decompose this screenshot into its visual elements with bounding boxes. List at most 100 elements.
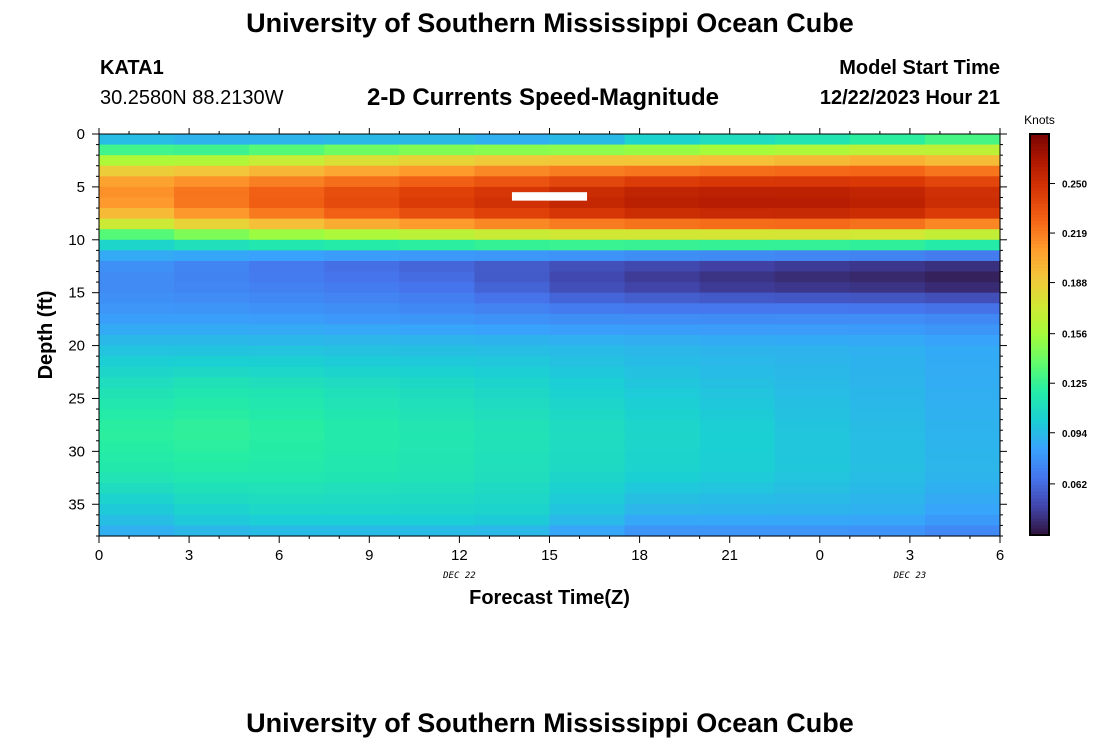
page-title: University of Southern Mississippi Ocean…	[246, 8, 854, 38]
heatmap-cell	[699, 377, 776, 389]
heatmap-cell	[924, 451, 1001, 463]
heatmap-cell	[774, 229, 851, 241]
heatmap-cell	[399, 303, 476, 315]
heatmap-cell	[174, 165, 250, 177]
heatmap-cell	[549, 525, 626, 537]
heatmap-cell	[924, 271, 1001, 283]
heatmap-cell	[324, 525, 400, 537]
colorbar-segment	[1030, 244, 1049, 249]
heatmap-cell	[249, 335, 325, 347]
colorbar-segment	[1030, 301, 1049, 306]
heatmap-cell	[474, 176, 551, 188]
heatmap-cell	[474, 430, 551, 442]
colorbar-segment	[1030, 404, 1049, 409]
heatmap-cell	[699, 229, 776, 241]
heatmap-cell	[924, 472, 1001, 484]
colorbar-segment	[1030, 408, 1049, 412]
y-tick-label: 30	[68, 443, 85, 460]
colorbar-segment	[1030, 227, 1049, 232]
heatmap-cell	[549, 356, 626, 368]
heatmap-cell	[774, 260, 851, 273]
heatmap-cell	[249, 525, 325, 537]
colorbar-segment	[1030, 207, 1049, 212]
colorbar-segment	[1030, 371, 1049, 376]
heatmap-cell	[699, 409, 776, 421]
colorbar-segment	[1030, 180, 1049, 185]
heatmap-cell	[249, 282, 325, 294]
heatmap-cell	[99, 250, 175, 262]
heatmap-cell	[99, 144, 175, 156]
x-tick-label: 12	[451, 547, 468, 564]
colorbar-segment	[1030, 484, 1049, 489]
heatmap-cell	[774, 451, 851, 463]
heatmap-cell	[549, 134, 626, 146]
heatmap-cell	[774, 440, 851, 452]
heatmap-cell	[474, 144, 551, 156]
heatmap-cell	[474, 134, 551, 146]
heatmap-cell	[849, 197, 926, 209]
heatmap-cell	[399, 430, 476, 442]
heatmap-cell	[249, 493, 325, 505]
heatmap-cell	[174, 134, 250, 146]
heatmap-cell	[249, 504, 325, 516]
heatmap-cell	[399, 165, 476, 177]
heatmap-cell	[699, 250, 776, 262]
heatmap-cell	[849, 292, 926, 304]
heatmap-cell	[549, 461, 626, 474]
heatmap-cell	[99, 430, 175, 442]
heatmap-cell	[474, 324, 551, 336]
heatmap-cell	[249, 155, 325, 167]
colorbar-segment	[1030, 190, 1049, 195]
heatmap-cell	[174, 356, 250, 368]
heatmap-cell	[624, 387, 701, 400]
colorbar-segment	[1030, 441, 1049, 446]
colorbar-segment	[1030, 351, 1049, 356]
heatmap-cell	[624, 239, 701, 251]
heatmap-cell	[174, 483, 250, 495]
heatmap-cell	[399, 398, 476, 410]
colorbar-segment	[1030, 464, 1049, 469]
heatmap-cell	[774, 186, 851, 199]
heatmap-cell	[249, 472, 325, 484]
colorbar-segment	[1030, 237, 1049, 242]
heatmap-cell	[549, 250, 626, 262]
heatmap-cell	[324, 345, 400, 357]
heatmap-cell	[924, 176, 1001, 188]
colorbar-segment	[1030, 184, 1049, 189]
heatmap-cell	[174, 493, 250, 505]
heatmap-cell	[249, 165, 325, 177]
heatmap-cell	[849, 271, 926, 283]
heatmap-cell	[324, 155, 400, 167]
heatmap-cell	[399, 176, 476, 188]
heatmap-cell	[774, 292, 851, 304]
heatmap-cell	[849, 313, 926, 326]
heatmap-cell	[99, 197, 175, 209]
heatmap-cell	[549, 165, 626, 177]
colorbar-segment	[1030, 307, 1049, 312]
heatmap-cell	[924, 208, 1001, 220]
heatmap-cell	[774, 514, 851, 527]
heatmap-cell	[474, 345, 551, 357]
model-start-label: Model Start Time	[839, 57, 1000, 79]
heatmap-cell	[174, 208, 250, 220]
heatmap-cell	[399, 260, 476, 273]
colorbar-segment	[1030, 277, 1049, 282]
bottom-page-title: University of Southern Mississippi Ocean…	[246, 708, 854, 738]
heatmap-cell	[99, 366, 175, 378]
colorbar-segment	[1030, 297, 1049, 302]
heatmap-cell	[549, 282, 626, 294]
heatmap-cell	[174, 218, 250, 230]
heatmap-cell	[399, 335, 476, 347]
colorbar-segment	[1030, 204, 1049, 209]
heatmap-cell	[249, 419, 325, 431]
heatmap-cell	[99, 440, 175, 452]
heatmap-cell	[549, 409, 626, 421]
heatmap-cell	[99, 324, 175, 336]
heatmap-cell	[849, 514, 926, 527]
heatmap-cell	[624, 398, 701, 410]
heatmap-cell	[174, 324, 250, 336]
heatmap-cell	[324, 430, 400, 442]
heatmap-cell	[624, 165, 701, 177]
colorbar-tick-label: 0.156	[1062, 330, 1087, 341]
colorbar-tick-label: 0.250	[1062, 180, 1087, 191]
